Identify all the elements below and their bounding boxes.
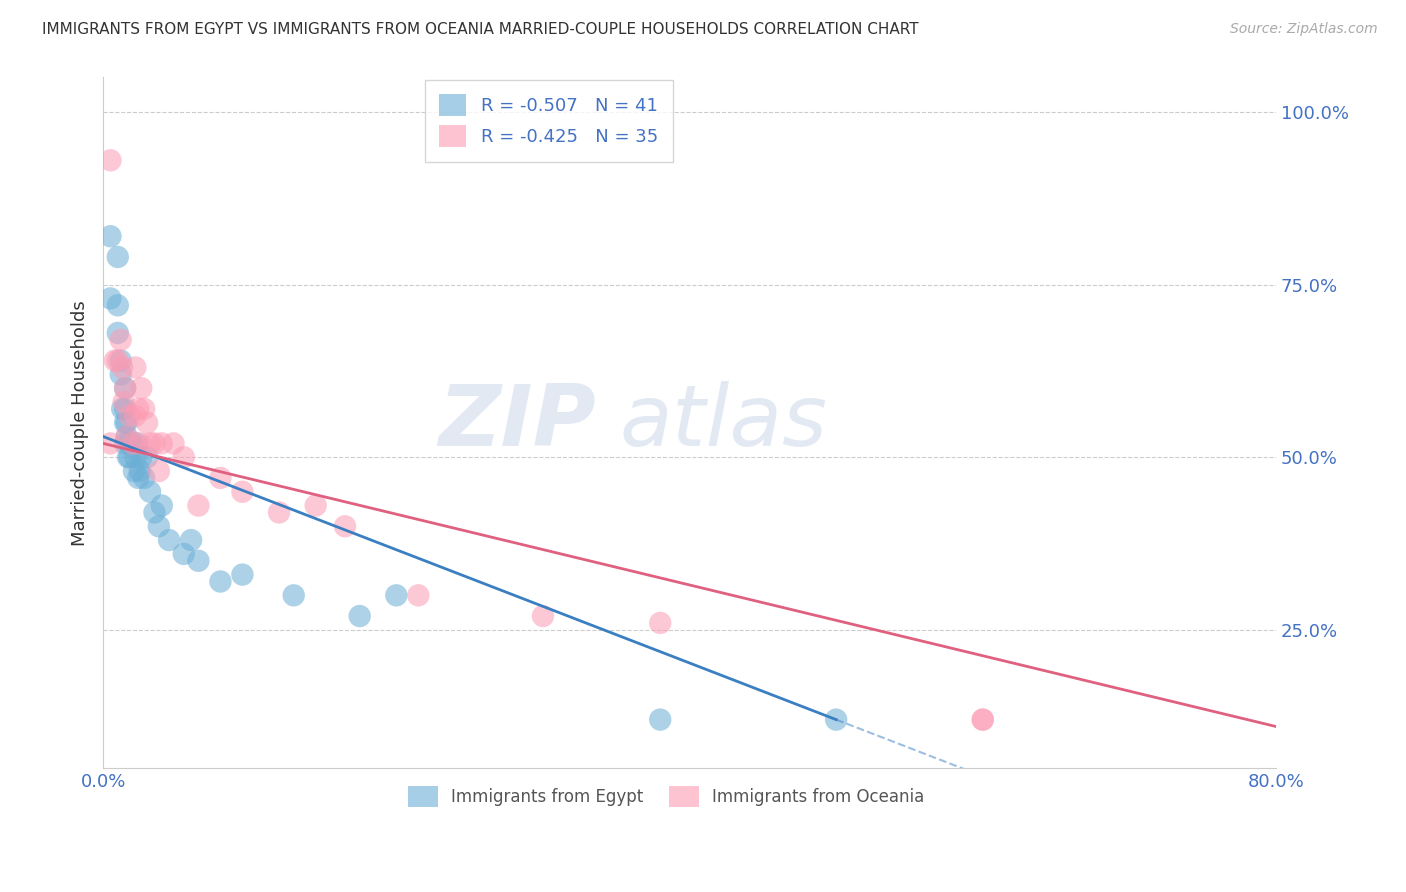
Point bbox=[139, 484, 162, 499]
Point bbox=[349, 609, 371, 624]
Point bbox=[139, 436, 162, 450]
Point bbox=[118, 409, 141, 423]
Point bbox=[114, 381, 136, 395]
Point bbox=[124, 450, 146, 465]
Point bbox=[124, 409, 146, 423]
Point bbox=[125, 436, 148, 450]
Point bbox=[136, 416, 159, 430]
Point bbox=[143, 436, 166, 450]
Point bbox=[107, 298, 129, 312]
Point bbox=[231, 567, 253, 582]
Point bbox=[100, 292, 122, 306]
Point bbox=[127, 471, 149, 485]
Point bbox=[305, 499, 328, 513]
Point bbox=[129, 450, 152, 465]
Text: Source: ZipAtlas.com: Source: ZipAtlas.com bbox=[1230, 22, 1378, 37]
Point bbox=[408, 588, 430, 602]
Point bbox=[650, 615, 672, 630]
Point bbox=[121, 436, 143, 450]
Point bbox=[187, 499, 209, 513]
Point bbox=[267, 506, 290, 520]
Point bbox=[110, 333, 132, 347]
Point bbox=[129, 381, 152, 395]
Point bbox=[173, 450, 195, 465]
Point bbox=[972, 713, 994, 727]
Point bbox=[121, 436, 143, 450]
Point bbox=[150, 499, 173, 513]
Point bbox=[100, 153, 122, 168]
Point bbox=[100, 229, 122, 244]
Point bbox=[107, 250, 129, 264]
Point bbox=[209, 574, 232, 589]
Point bbox=[134, 471, 156, 485]
Point bbox=[209, 471, 232, 485]
Point bbox=[162, 436, 184, 450]
Point bbox=[127, 401, 149, 416]
Point bbox=[114, 381, 136, 395]
Point bbox=[134, 401, 156, 416]
Point bbox=[650, 713, 672, 727]
Point bbox=[115, 416, 138, 430]
Point bbox=[283, 588, 305, 602]
Text: atlas: atlas bbox=[619, 381, 827, 464]
Point bbox=[173, 547, 195, 561]
Point bbox=[110, 353, 132, 368]
Point bbox=[114, 401, 136, 416]
Point bbox=[148, 519, 170, 533]
Point bbox=[143, 506, 166, 520]
Point bbox=[136, 450, 159, 465]
Point bbox=[825, 713, 848, 727]
Text: IMMIGRANTS FROM EGYPT VS IMMIGRANTS FROM OCEANIA MARRIED-COUPLE HOUSEHOLDS CORRE: IMMIGRANTS FROM EGYPT VS IMMIGRANTS FROM… bbox=[42, 22, 918, 37]
Point bbox=[107, 353, 129, 368]
Y-axis label: Married-couple Households: Married-couple Households bbox=[72, 300, 89, 546]
Point bbox=[118, 436, 141, 450]
Point bbox=[128, 436, 150, 450]
Point bbox=[231, 484, 253, 499]
Point bbox=[117, 450, 139, 465]
Point bbox=[531, 609, 554, 624]
Point bbox=[100, 436, 122, 450]
Point bbox=[111, 360, 134, 375]
Point bbox=[118, 450, 141, 465]
Point bbox=[112, 395, 135, 409]
Point bbox=[187, 554, 209, 568]
Point bbox=[114, 436, 136, 450]
Legend: Immigrants from Egypt, Immigrants from Oceania: Immigrants from Egypt, Immigrants from O… bbox=[399, 778, 932, 815]
Point bbox=[972, 713, 994, 727]
Point bbox=[107, 326, 129, 340]
Point bbox=[104, 353, 127, 368]
Point bbox=[111, 401, 134, 416]
Text: ZIP: ZIP bbox=[439, 381, 596, 464]
Point bbox=[333, 519, 356, 533]
Point bbox=[115, 429, 138, 443]
Point bbox=[110, 368, 132, 382]
Point bbox=[115, 429, 138, 443]
Point bbox=[385, 588, 408, 602]
Point bbox=[124, 360, 146, 375]
Point bbox=[180, 533, 202, 547]
Point bbox=[114, 416, 136, 430]
Point bbox=[157, 533, 180, 547]
Point bbox=[150, 436, 173, 450]
Point bbox=[122, 464, 145, 478]
Point bbox=[128, 464, 150, 478]
Point bbox=[148, 464, 170, 478]
